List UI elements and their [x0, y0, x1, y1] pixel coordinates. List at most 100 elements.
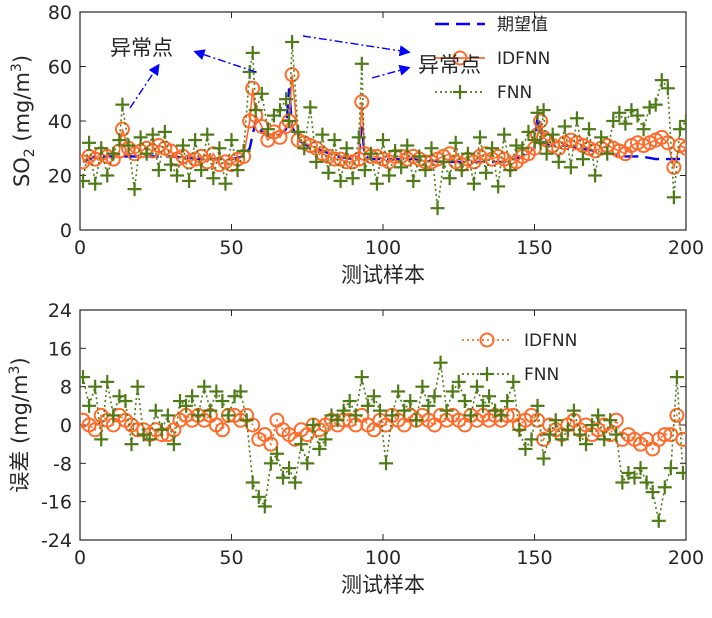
data-point-FNN-26 [233, 384, 248, 399]
legend-label-IDFNN: IDFNN [524, 331, 577, 351]
data-point-FNN-64 [442, 171, 457, 186]
data-point-FNN-42 [315, 127, 330, 142]
data-point-FNN-18 [185, 389, 200, 404]
data-point-FNN-56 [394, 160, 409, 175]
data-point-FNN-85 [557, 119, 572, 134]
data-point-FNN-17 [179, 398, 194, 413]
data-point-FNN-61 [445, 384, 460, 399]
data-point-FNN-21 [200, 127, 215, 142]
data-point-FNN-66 [454, 163, 469, 178]
series-line-FNN [82, 41, 686, 209]
plot-area [80, 355, 686, 528]
data-point-FNN-72 [512, 422, 527, 437]
data-point-FNN-56 [415, 379, 430, 394]
data-point-FNN-14 [160, 408, 175, 423]
data-point-FNN-85 [591, 408, 606, 423]
y-tick-label: 40 [48, 111, 72, 133]
data-point-FNN-53 [397, 403, 412, 418]
data-point-FNN-43 [321, 165, 336, 180]
data-point-FNN-27 [239, 413, 254, 428]
data-point-FNN-65 [469, 379, 484, 394]
data-point-FNN-36 [294, 437, 309, 452]
series-IDFNN [80, 67, 686, 175]
data-point-IDFNN-23 [214, 422, 230, 438]
data-point-FNN-0 [80, 173, 91, 188]
data-point-FNN-79 [554, 432, 569, 447]
y-label-part: SO [10, 157, 34, 187]
data-point-FNN-38 [306, 418, 321, 432]
y-label-part: ) [8, 357, 32, 365]
data-point-FNN-63 [436, 154, 451, 169]
data-point-FNN-27 [236, 143, 251, 158]
data-point-FNN-60 [418, 163, 433, 178]
data-point-FNN-99 [642, 100, 657, 115]
y-tick-label: 0 [60, 220, 72, 242]
series-line-IDFNN [82, 412, 684, 451]
x-axis-label: 测试样本 [341, 573, 425, 597]
data-point-FNN-73 [518, 441, 533, 456]
plot-area [80, 34, 686, 216]
data-point-FNN-12 [148, 403, 163, 418]
data-point-FNN-16 [169, 168, 184, 183]
y-label-part: ) [10, 55, 34, 63]
data-point-FNN-31 [254, 86, 269, 101]
data-point-FNN-93 [639, 475, 654, 490]
x-tick-label: 50 [219, 547, 243, 569]
data-point-FNN-67 [460, 146, 475, 161]
data-point-FNN-97 [630, 108, 645, 123]
data-point-FNN-71 [506, 374, 521, 389]
data-point-FNN-2 [88, 176, 103, 191]
y-tick-label: 80 [48, 2, 72, 24]
legend-marker-IDFNN [479, 332, 495, 348]
data-point-FNN-62 [451, 374, 466, 389]
data-point-FNN-55 [409, 413, 424, 428]
data-point-FNN-50 [379, 456, 394, 471]
data-point-FNN-62 [430, 201, 445, 216]
data-point-FNN-91 [594, 130, 609, 145]
data-point-FNN-95 [618, 116, 633, 131]
data-point-FNN-48 [351, 130, 366, 145]
data-point-FNN-82 [539, 146, 554, 161]
data-point-IDFNN-31 [263, 436, 279, 452]
y-label-part: (mg/m [10, 72, 34, 148]
legend: 期望值 IDFNN FNN [435, 15, 550, 103]
legend-label-IDFNN: IDFNN [497, 49, 550, 69]
data-point-FNN-68 [466, 176, 481, 191]
data-point-FNN-42 [330, 413, 345, 428]
y-tick-label: 16 [48, 338, 72, 360]
legend-label-FNN: FNN [524, 365, 559, 385]
data-point-FNN-47 [345, 171, 360, 186]
y-axis-label: 误差 (mg/m3) [7, 357, 32, 492]
legend-label-FNN: FNN [497, 83, 532, 103]
data-point-FNN-51 [363, 146, 378, 161]
y-label-part: 误差 (mg/m [8, 374, 32, 492]
data-point-FNN-35 [288, 475, 303, 490]
data-point-FNN-94 [645, 485, 660, 500]
data-point-FNN-80 [560, 422, 575, 437]
data-point-FNN-53 [376, 133, 390, 148]
data-point-IDFNN-2 [87, 422, 103, 438]
chart-panel-1: 0 50 100 150 200 0 20 40 60 80 测试样本 SO2 (mg/m3) 期望值 I… [9, 2, 704, 287]
data-point-FNN-90 [588, 168, 603, 183]
data-point-FNN-98 [669, 370, 684, 385]
data-point-FNN-57 [400, 138, 415, 153]
data-point-FNN-2 [88, 379, 103, 394]
data-point-FNN-78 [527, 133, 542, 148]
y-tick-label: 24 [48, 300, 72, 322]
data-point-FNN-66 [475, 398, 490, 413]
data-point-FNN-96 [657, 480, 672, 495]
data-point-FNN-21 [203, 403, 218, 418]
y-tick-label: -8 [53, 453, 72, 475]
data-point-FNN-0 [80, 370, 91, 385]
data-point-IDFNN-49 [354, 94, 370, 110]
data-point-FNN-46 [339, 141, 354, 156]
data-point-FNN-18 [182, 173, 197, 188]
data-point-FNN-69 [472, 130, 487, 145]
data-point-FNN-83 [579, 437, 594, 452]
data-point-FNN-84 [585, 418, 600, 432]
data-point-FNN-40 [303, 100, 318, 115]
data-point-FNN-34 [282, 461, 297, 476]
data-point-FNN-82 [572, 427, 587, 442]
y-label-superscript: 3 [9, 63, 25, 72]
data-point-FNN-100 [648, 97, 663, 112]
